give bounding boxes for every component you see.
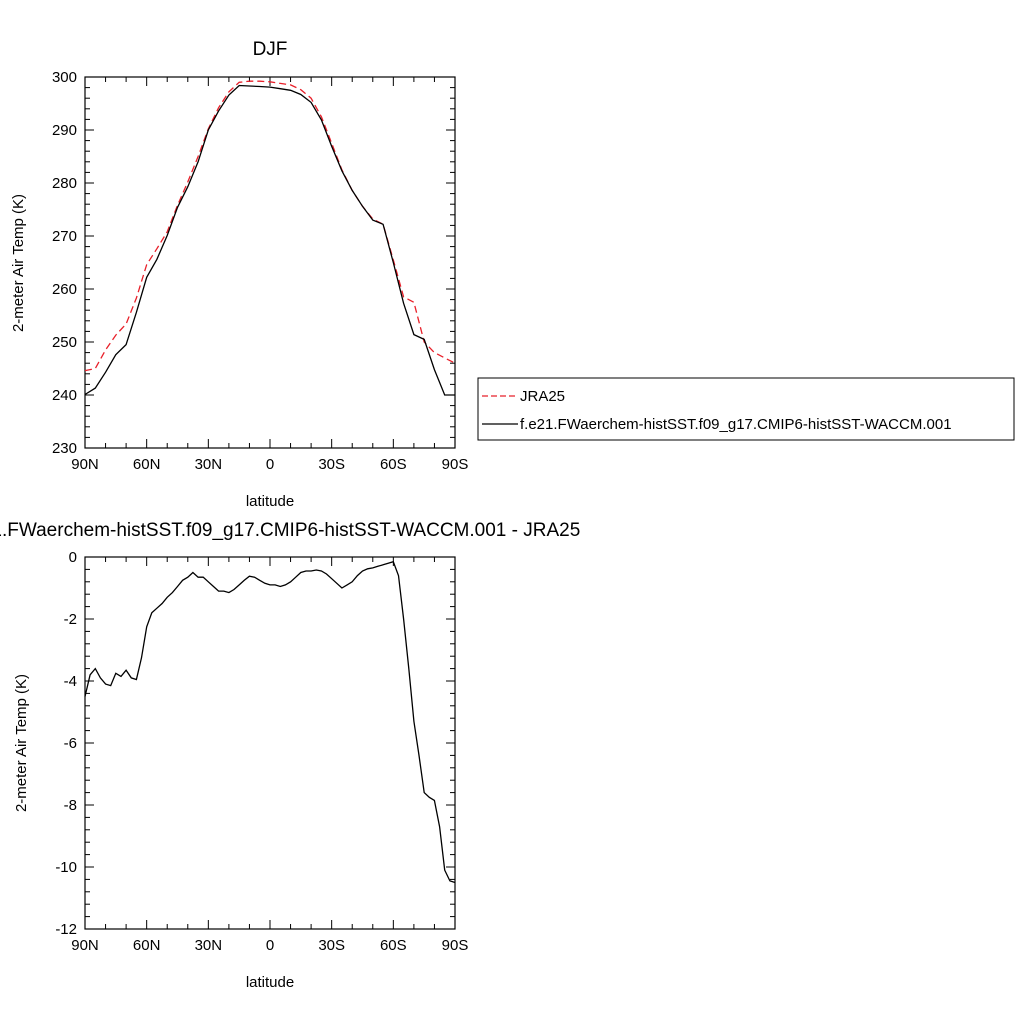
bottom-y-axis-label: 2-meter Air Temp (K) — [13, 674, 30, 812]
x-tick-label: 30N — [195, 456, 223, 473]
x-tick-label: 30N — [195, 937, 223, 954]
y-tick-label: 230 — [52, 440, 77, 457]
top-series-line-1 — [84, 84, 455, 396]
x-tick-label: 90S — [442, 937, 469, 954]
x-tick-label: 30S — [318, 456, 345, 473]
top-chart-title: DJF — [253, 39, 288, 60]
top-series-line-0 — [84, 80, 456, 372]
y-tick-label: -6 — [64, 735, 77, 752]
bottom-chart-title: f.e21.FWaerchem-histSST.f09_g17.CMIP6-hi… — [0, 520, 580, 541]
bottom-axes-ticks: 90N 60N 30N 0 30S 60S 90S -12 -10 -8 -6 -4 -2 0 — [55, 549, 468, 954]
bottom-panel: f.e21.FWaerchem-histSST.f09_g17.CMIP6-hi… — [0, 520, 580, 991]
legend-box — [477, 377, 1015, 441]
top-y-axis-label: 2-meter Air Temp (K) — [10, 194, 27, 332]
legend: JRA25 f.e21.FWaerchem-histSST.f09_g17.CM… — [477, 377, 1015, 441]
bottom-series-lines — [84, 560, 456, 884]
legend-label-model: f.e21.FWaerchem-histSST.f09_g17.CMIP6-hi… — [520, 416, 952, 433]
x-tick-label: 0 — [266, 456, 274, 473]
y-tick-label: -4 — [64, 673, 77, 690]
top-axes-ticks: 90N 60N 30N 0 30S 60S 90S 230 240 250 260 270 280 290… — [52, 69, 468, 473]
y-tick-label: -8 — [64, 797, 77, 814]
y-tick-label: -12 — [55, 921, 77, 938]
y-tick-label: 240 — [52, 387, 77, 404]
x-tick-label: 90S — [442, 456, 469, 473]
y-tick-label: -10 — [55, 859, 77, 876]
x-tick-label: 30S — [318, 937, 345, 954]
bottom-plot-frame — [84, 556, 456, 930]
x-tick-label: 60S — [380, 937, 407, 954]
x-tick-label: 60S — [380, 456, 407, 473]
x-tick-label: 90N — [71, 937, 99, 954]
bottom-x-axis-label: latitude — [246, 974, 294, 991]
x-tick-label: 90N — [71, 456, 99, 473]
top-plot-frame — [84, 76, 456, 449]
bottom-series-line-0 — [84, 560, 456, 884]
y-tick-label: 250 — [52, 334, 77, 351]
x-tick-label: 0 — [266, 937, 274, 954]
top-panel: DJF 90N 60N 30N 0 30S 60S 90S 230 240 250 260 270 28… — [10, 39, 1015, 510]
y-tick-label: -2 — [64, 611, 77, 628]
top-x-axis-label: latitude — [246, 493, 294, 510]
y-tick-label: 270 — [52, 228, 77, 245]
y-tick-label: 280 — [52, 175, 77, 192]
top-series-lines — [84, 80, 456, 396]
x-tick-label: 60N — [133, 937, 161, 954]
y-tick-label: 260 — [52, 281, 77, 298]
x-tick-label: 60N — [133, 456, 161, 473]
legend-label-jra25: JRA25 — [520, 388, 565, 405]
y-tick-label: 0 — [69, 549, 77, 566]
y-tick-label: 300 — [52, 69, 77, 86]
y-tick-label: 290 — [52, 122, 77, 139]
